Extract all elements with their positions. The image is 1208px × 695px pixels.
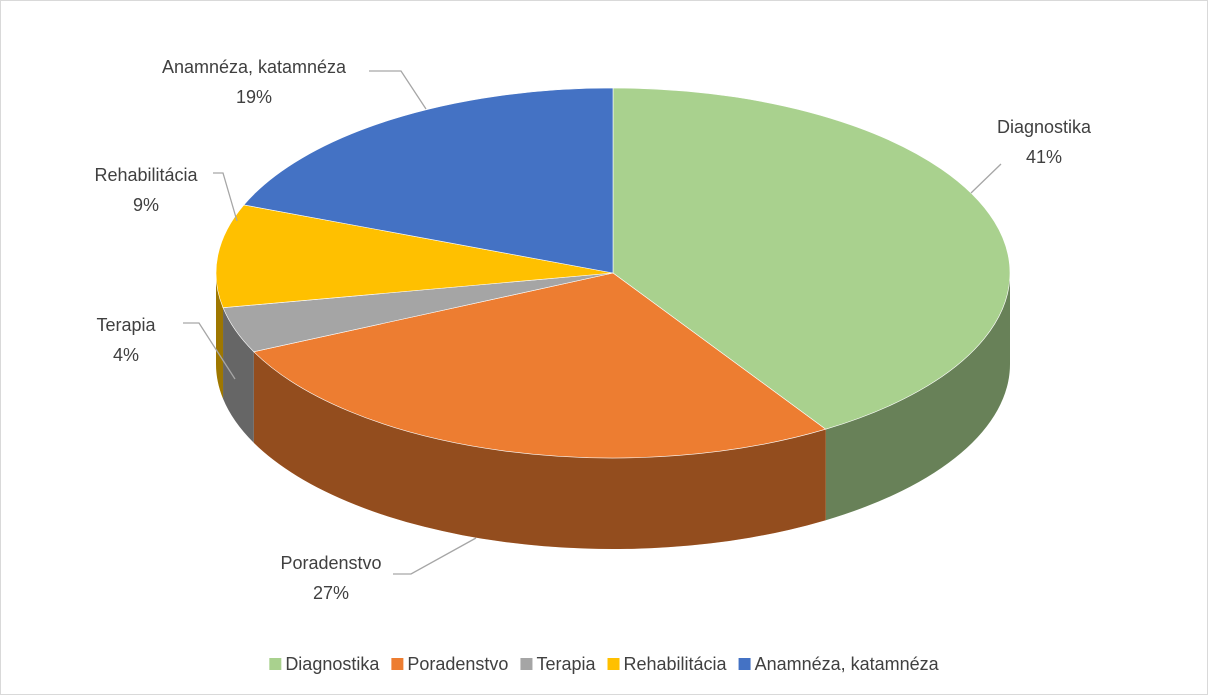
data-label-value: 19% — [236, 87, 272, 107]
legend-swatch — [391, 658, 404, 670]
leader-line — [183, 322, 236, 380]
data-label-name: Poradenstvo — [280, 553, 381, 573]
slice-side — [216, 273, 224, 399]
leader-line — [970, 163, 1002, 194]
leader-line — [369, 70, 427, 110]
data-label-value: 4% — [113, 345, 139, 365]
slice-side — [825, 273, 1010, 521]
legend-label: Diagnostika — [285, 654, 380, 674]
legend-label: Terapia — [536, 654, 596, 674]
data-label-value: 41% — [1026, 147, 1062, 167]
slice — [253, 272, 827, 459]
data-labels: Diagnostika 41% Poradenstvo 27% Terapia 4% Reh… — [94, 57, 1092, 603]
legend-swatch — [607, 658, 620, 670]
slice — [612, 87, 1011, 430]
data-label-value: 9% — [133, 195, 159, 215]
legend-swatch — [738, 658, 751, 670]
slice-side-shade — [253, 351, 826, 549]
leader-line — [213, 172, 238, 222]
data-label-name: Anamnéza, katamnéza — [162, 57, 347, 77]
data-label-value: 27% — [313, 583, 349, 603]
slice — [243, 87, 614, 274]
legend-label: Poradenstvo — [407, 654, 508, 674]
legend-swatch — [269, 658, 282, 670]
slice-side-shade — [825, 273, 1010, 521]
slice-side — [223, 307, 254, 443]
pie-sides — [216, 273, 1010, 549]
slice-side — [253, 351, 826, 549]
data-label-name: Terapia — [96, 315, 156, 335]
slice-side-shade — [216, 273, 224, 399]
leader-line — [393, 537, 477, 575]
legend-label: Anamnéza, katamnéza — [755, 654, 940, 674]
legend: Diagnostika Poradenstvo Terapia Rehabilitác… — [269, 654, 940, 674]
data-label-name: Diagnostika — [997, 117, 1092, 137]
slice-side-shade — [223, 307, 254, 443]
legend-label: Rehabilitácia — [624, 654, 728, 674]
data-label-name: Rehabilitácia — [94, 165, 198, 185]
slice — [215, 204, 614, 308]
legend-swatch — [520, 658, 533, 670]
pie-tops — [215, 87, 1011, 459]
